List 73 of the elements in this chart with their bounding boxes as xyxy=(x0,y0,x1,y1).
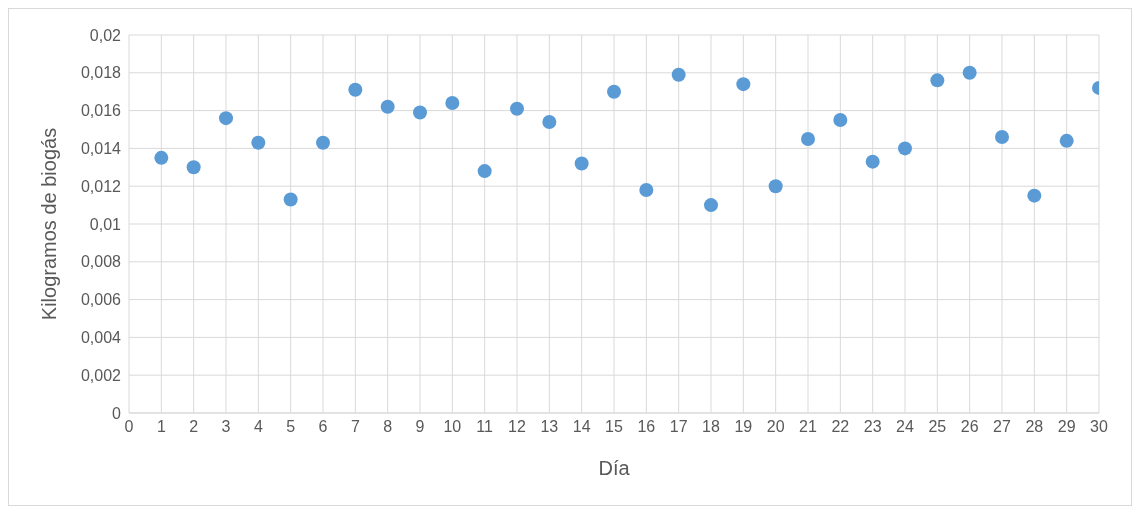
point xyxy=(833,113,848,128)
x-tick-label: 25 xyxy=(928,418,947,436)
x-tick-label: 14 xyxy=(572,418,591,436)
x-tick-label: 26 xyxy=(960,418,979,436)
point xyxy=(542,114,557,129)
x-tick-label: 30 xyxy=(1090,418,1108,436)
point xyxy=(574,156,589,171)
y-tick-label: 0,002 xyxy=(80,366,122,384)
x-tick-label: 16 xyxy=(637,418,656,436)
point xyxy=(251,135,266,150)
x-tick-label: 10 xyxy=(443,418,462,436)
point xyxy=(348,82,363,97)
x-tick-label: 3 xyxy=(221,418,231,436)
point xyxy=(704,198,718,213)
y-tick-label: 0,018 xyxy=(80,64,122,82)
y-tick-label: 0,014 xyxy=(80,140,122,158)
x-tick-label: 7 xyxy=(350,418,360,436)
y-tick-label: 0,004 xyxy=(80,329,122,347)
point xyxy=(219,111,233,126)
point xyxy=(801,131,815,146)
point xyxy=(995,130,1009,145)
x-tick-label: 6 xyxy=(318,418,328,436)
point xyxy=(445,96,460,111)
point xyxy=(154,150,169,165)
point xyxy=(283,192,298,207)
point xyxy=(962,65,977,80)
point xyxy=(865,154,880,169)
x-tick-label: 22 xyxy=(831,418,850,436)
point xyxy=(930,73,945,88)
x-tick-label: 18 xyxy=(702,418,720,436)
point xyxy=(316,135,330,150)
x-tick-label: 4 xyxy=(253,418,263,436)
point xyxy=(186,160,201,175)
point xyxy=(413,105,427,120)
point xyxy=(671,67,686,82)
y-tick-label: 0,016 xyxy=(80,102,122,120)
x-tick-label: 11 xyxy=(476,418,494,436)
point xyxy=(898,141,912,156)
x-tick-label: 12 xyxy=(508,418,526,436)
x-tick-label: 0 xyxy=(124,418,134,436)
y-tick-label: 0,008 xyxy=(80,253,122,271)
x-tick-label: 13 xyxy=(540,418,559,436)
x-tick-label: 5 xyxy=(286,418,296,436)
y-tick-label: 0,01 xyxy=(89,215,122,233)
y-tick-label: 0,006 xyxy=(80,291,122,309)
x-tick-label: 24 xyxy=(896,418,914,436)
x-tick-label: 29 xyxy=(1057,418,1076,436)
point xyxy=(380,99,395,114)
y-tick-label: 0 xyxy=(112,404,122,422)
x-tick-label: 21 xyxy=(799,418,817,436)
x-tick-label: 17 xyxy=(669,418,688,436)
x-tick-label: 20 xyxy=(766,418,785,436)
point xyxy=(639,182,654,197)
x-axis-title: Día xyxy=(598,457,631,479)
y-tick-label: 0,012 xyxy=(80,177,122,195)
x-tick-label: 8 xyxy=(383,418,393,436)
x-tick-label: 9 xyxy=(415,418,425,436)
x-tick-label: 23 xyxy=(863,418,882,436)
x-tick-label: 2 xyxy=(189,418,199,436)
x-tick-label: 27 xyxy=(993,418,1011,436)
point xyxy=(607,84,621,99)
point xyxy=(736,77,751,92)
x-tick-label: 19 xyxy=(734,418,753,436)
point xyxy=(477,164,492,179)
y-axis-title: Kilogramos de biogás xyxy=(38,127,61,321)
point xyxy=(1027,188,1042,203)
point xyxy=(1059,133,1074,148)
x-tick-label: 28 xyxy=(1025,418,1044,436)
y-tick-label: 0,02 xyxy=(89,26,122,44)
x-tick-label: 1 xyxy=(156,418,166,436)
point xyxy=(510,101,524,116)
point xyxy=(768,179,783,194)
x-tick-label: 15 xyxy=(605,418,623,436)
